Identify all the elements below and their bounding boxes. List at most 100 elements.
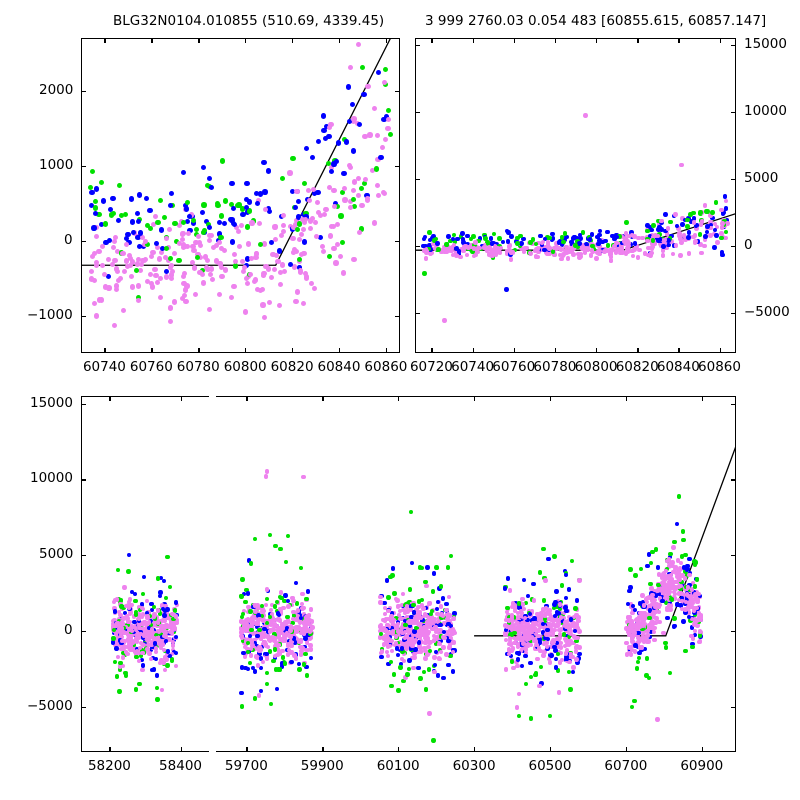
axis-tick [81,555,86,557]
axis-tick-label: 60800 [223,359,267,375]
axis-tick [731,111,736,114]
axis-tick [151,348,153,353]
axis-tick-label: −5000 [27,697,73,714]
axis-tick [395,165,400,167]
axis-tick [701,396,704,401]
axis-tick [398,747,400,752]
axis-tick [198,38,200,43]
axis-tick [554,348,557,353]
axis-tick [385,348,388,353]
model-fit-line [81,38,392,266]
axis-tick [292,348,294,353]
axis-tick [731,630,736,633]
axis-tick [513,348,516,353]
axis-tick-label: 60740 [82,359,126,375]
axis-tick [104,38,106,43]
axis-tick-label: 60780 [533,359,577,375]
axis-tick [81,165,86,167]
axis-tick-label: 0 [744,236,753,253]
axis-tick-label: 60840 [317,359,361,375]
axis-tick [109,747,111,752]
axis-tick-label: 58400 [159,758,202,774]
axis-tick [625,747,628,752]
axis-tick-label: 60720 [409,359,453,375]
axis-tick-label: 5000 [39,546,74,563]
axis-tick [550,396,552,401]
axis-tick [245,38,247,43]
axis-tick [431,38,433,43]
axis-tick [472,38,474,43]
axis-tick [339,38,341,43]
axis-tick [81,90,86,92]
axis-tick-label: 60900 [680,758,724,774]
axis-tick [731,178,736,181]
axis-tick-label: 15000 [744,35,787,52]
axis-tick [625,396,628,401]
axis-tick [678,348,680,353]
axis-tick [292,38,294,43]
axis-tick [731,403,736,405]
axis-tick [385,38,388,43]
axis-tick [701,747,704,752]
axis-tick [180,747,182,752]
axis-tick [719,348,721,353]
panel-bottom-segment-2[interactable] [216,396,736,752]
panel-top-left-zoom[interactable] [81,38,400,353]
model-fit-line [474,445,736,637]
axis-tick [731,312,736,315]
axis-tick-label: 15000 [30,394,73,411]
axis-tick-label: 60740 [451,359,495,375]
axis-tick [81,706,86,708]
axis-tick [731,479,736,481]
axis-tick-label: 59900 [300,758,344,774]
axis-tick [731,555,736,557]
axis-tick-label: 60100 [376,758,420,774]
axis-tick-label: 60760 [129,359,173,375]
axis-tick-label: 2000 [39,81,74,98]
axis-tick [339,348,341,353]
axis-tick [198,348,200,353]
figure-title-left: BLG32N0104.010855 (510.69, 4339.45) [113,13,385,29]
axis-tick [180,396,182,401]
axis-tick [554,38,557,43]
axis-tick-label: −5000 [744,303,790,320]
axis-tick [81,403,86,405]
axis-tick [395,315,400,317]
axis-tick-label: 60300 [452,758,496,774]
axis-tick-label: 60760 [492,359,536,375]
axis-tick [245,348,247,353]
axis-tick [474,396,476,401]
axis-tick-label: 60820 [615,359,659,375]
axis-tick-label: 10000 [30,470,73,487]
figure-title-right: 3 999 2760.03 0.054 483 [60855.615, 6085… [425,13,767,29]
axis-tick [81,315,86,317]
axis-tick [678,38,680,43]
axis-tick [550,747,552,752]
axis-tick [472,348,474,353]
axis-tick [109,396,111,401]
axis-tick-label: 60800 [574,359,618,375]
axis-tick [81,630,86,633]
axis-tick [415,44,420,46]
axis-tick-label: 58200 [87,758,131,774]
axis-tick-label: 60500 [528,758,572,774]
axis-tick [151,38,153,43]
axis-tick [395,90,400,92]
axis-tick [596,348,598,353]
axis-tick-label: 10000 [744,102,787,119]
axis-tick [637,38,639,43]
axis-tick [322,396,324,401]
axis-tick-label: 60820 [270,359,314,375]
axis-tick [719,38,721,43]
axis-tick [731,245,736,248]
panel-top-right-zoom[interactable] [415,38,736,353]
axis-tick [596,38,598,43]
axis-tick-label: 1000 [39,156,74,173]
panel-bottom-segment-1[interactable] [81,396,209,752]
axis-tick-label: 60840 [656,359,700,375]
axis-tick [415,312,420,315]
axis-tick-label: 60860 [364,359,408,375]
